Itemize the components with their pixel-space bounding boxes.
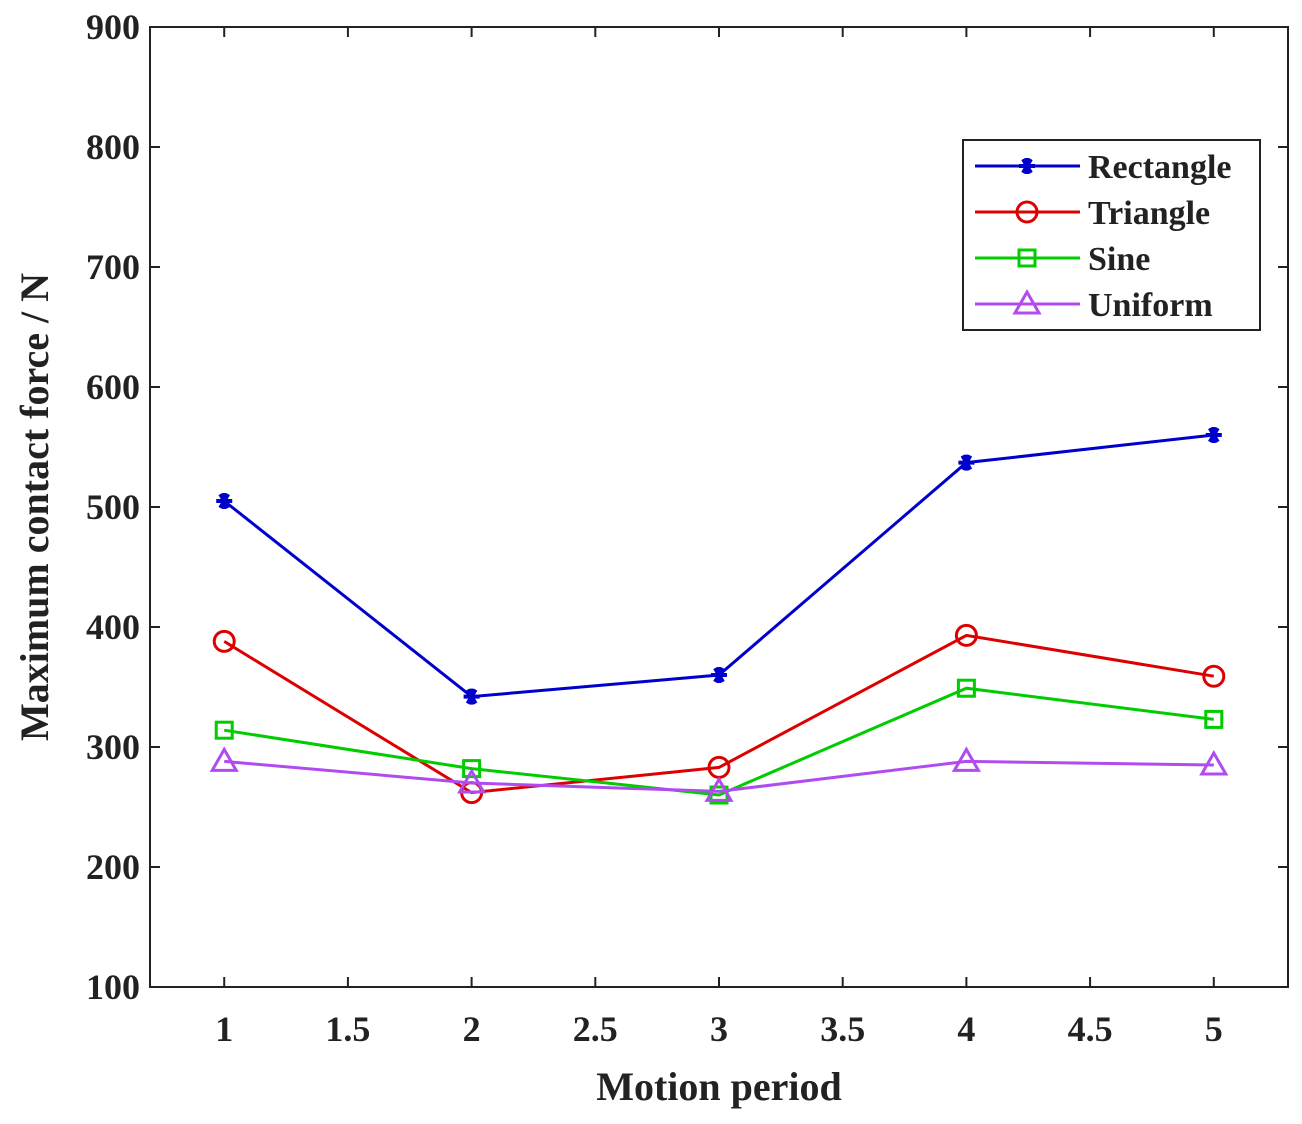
x-tick-label: 4 (957, 1009, 975, 1049)
x-tick-label: 3 (710, 1009, 728, 1049)
series-layer (209, 427, 1229, 805)
series-rectangle (216, 427, 1222, 705)
x-tick-label: 1 (215, 1009, 233, 1049)
y-tick-label: 600 (86, 367, 140, 407)
data-point (462, 759, 482, 779)
legend-marker (1012, 288, 1042, 315)
y-tick-label: 100 (86, 967, 140, 1007)
legend-item-sine: Sine (975, 241, 1150, 278)
data-point (209, 746, 239, 772)
legend-label: Sine (1088, 241, 1150, 278)
series-line (223, 686, 1214, 797)
data-point (954, 623, 978, 647)
legend-label: Rectangle (1088, 149, 1232, 186)
series-line (224, 759, 1214, 793)
x-axis-label: Motion period (596, 1064, 842, 1109)
data-point (1202, 664, 1226, 688)
y-tick-label: 900 (86, 7, 140, 47)
y-axis-label: Maximum contact force / N (12, 273, 57, 741)
y-tick-label: 400 (86, 607, 140, 647)
legend-item-rectangle: Rectangle (975, 149, 1232, 186)
x-tick-label: 2.5 (573, 1009, 618, 1049)
x-axis: 1 1.5 2 2.5 3 3.5 4 4.5 5 (215, 27, 1223, 1049)
data-point (956, 678, 976, 698)
data-point (1205, 427, 1222, 443)
y-tick-label: 300 (86, 727, 140, 767)
y-tick-label: 700 (86, 247, 140, 287)
y-axis: 100 200 300 400 500 600 700 800 900 (86, 7, 1288, 1007)
legend: Rectangle Triangle Sine Uniform (962, 139, 1261, 331)
legend-marker (1019, 158, 1035, 174)
legend-box (962, 139, 1261, 331)
y-tick-label: 500 (86, 487, 140, 527)
legend-marker (1015, 200, 1039, 224)
legend-label: Triangle (1088, 195, 1210, 232)
data-point (463, 688, 480, 705)
data-point (951, 746, 981, 772)
data-point (711, 667, 727, 683)
data-point (1204, 709, 1224, 729)
legend-item-triangle: Triangle (975, 195, 1210, 232)
x-tick-label: 2 (463, 1009, 481, 1049)
data-point (1199, 749, 1229, 776)
legend-item-uniform: Uniform (975, 287, 1213, 324)
series-uniform (209, 746, 1229, 802)
y-tick-label: 200 (86, 847, 140, 887)
data-point (704, 776, 734, 802)
data-point (457, 767, 487, 794)
x-tick-label: 5 (1205, 1009, 1223, 1049)
data-point (958, 454, 975, 471)
data-point (214, 720, 234, 740)
data-point (216, 493, 233, 509)
x-tick-label: 3.5 (820, 1009, 865, 1049)
y-tick-label: 800 (86, 127, 140, 167)
series-sine (214, 678, 1224, 805)
x-tick-label: 1.5 (325, 1009, 370, 1049)
series-line (223, 633, 1215, 795)
legend-label: Uniform (1088, 287, 1213, 324)
data-point (212, 629, 236, 653)
x-tick-label: 4.5 (1068, 1009, 1113, 1049)
legend-marker (1017, 248, 1037, 268)
